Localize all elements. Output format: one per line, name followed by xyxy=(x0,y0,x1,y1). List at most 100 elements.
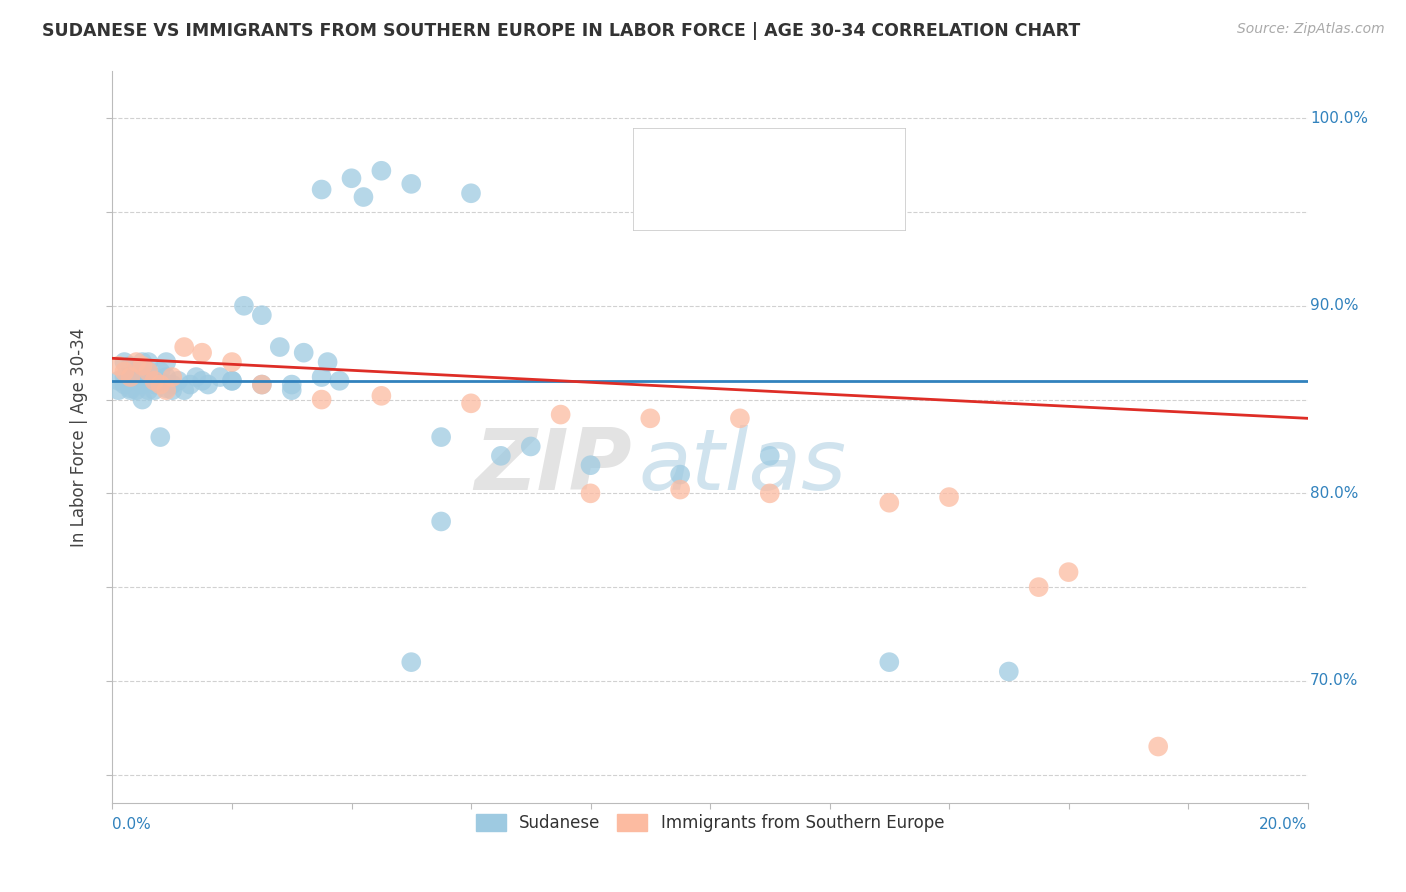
Legend: Sudanese, Immigrants from Southern Europe: Sudanese, Immigrants from Southern Europ… xyxy=(470,807,950,838)
Text: 20.0%: 20.0% xyxy=(1260,817,1308,832)
Text: R =: R = xyxy=(693,194,727,210)
Point xyxy=(191,345,214,359)
Point xyxy=(250,377,273,392)
Point xyxy=(143,377,166,392)
Point xyxy=(209,370,232,384)
Point xyxy=(430,430,453,444)
Point xyxy=(197,377,219,392)
Point xyxy=(879,655,901,669)
Point xyxy=(669,467,692,482)
Point xyxy=(550,408,572,422)
Y-axis label: In Labor Force | Age 30-34: In Labor Force | Age 30-34 xyxy=(70,327,89,547)
Point xyxy=(311,392,333,407)
Point xyxy=(311,182,333,196)
Point xyxy=(401,655,423,669)
Point xyxy=(131,370,153,384)
Text: N = 66: N = 66 xyxy=(803,149,856,164)
Point xyxy=(329,374,352,388)
Point xyxy=(114,364,135,378)
Point xyxy=(114,377,135,392)
Point xyxy=(120,381,142,395)
FancyBboxPatch shape xyxy=(644,187,682,216)
Point xyxy=(131,392,153,407)
Point xyxy=(221,374,243,388)
Point xyxy=(818,186,841,201)
Point xyxy=(120,370,142,384)
Point xyxy=(1057,565,1080,579)
Point xyxy=(143,370,166,384)
Point xyxy=(107,359,129,373)
Point xyxy=(138,364,160,378)
Point xyxy=(131,359,153,373)
Point xyxy=(149,377,172,392)
Point xyxy=(138,374,160,388)
Point xyxy=(125,355,148,369)
Point xyxy=(281,377,304,392)
Point xyxy=(143,383,166,397)
Point xyxy=(138,383,160,397)
Point xyxy=(173,340,195,354)
Point xyxy=(162,377,183,392)
Point xyxy=(998,665,1021,679)
Text: 70.0%: 70.0% xyxy=(1310,673,1358,689)
Point xyxy=(120,383,142,397)
Text: -0.120: -0.120 xyxy=(728,194,783,210)
Point xyxy=(114,355,135,369)
Point xyxy=(1147,739,1170,754)
Point xyxy=(179,377,201,392)
FancyBboxPatch shape xyxy=(644,142,682,171)
Point xyxy=(138,364,160,378)
Point xyxy=(759,486,782,500)
Text: SUDANESE VS IMMIGRANTS FROM SOUTHERN EUROPE IN LABOR FORCE | AGE 30-34 CORRELATI: SUDANESE VS IMMIGRANTS FROM SOUTHERN EUR… xyxy=(42,22,1080,40)
Point xyxy=(125,364,148,378)
Text: Source: ZipAtlas.com: Source: ZipAtlas.com xyxy=(1237,22,1385,37)
Point xyxy=(250,308,273,322)
Point xyxy=(340,171,363,186)
Point xyxy=(728,411,751,425)
Point xyxy=(167,374,190,388)
Point xyxy=(155,370,177,384)
Text: -0.002: -0.002 xyxy=(728,149,783,164)
Point xyxy=(149,374,172,388)
Point xyxy=(155,381,177,395)
Point xyxy=(269,340,291,354)
Point xyxy=(155,355,177,369)
Point xyxy=(125,374,148,388)
Point xyxy=(579,486,602,500)
Point xyxy=(162,383,183,397)
Text: atlas: atlas xyxy=(638,425,846,508)
Point xyxy=(640,411,662,425)
Point xyxy=(186,370,208,384)
Point xyxy=(155,383,177,397)
Text: 90.0%: 90.0% xyxy=(1310,298,1358,313)
Point xyxy=(107,383,129,397)
Text: N = 29: N = 29 xyxy=(803,194,855,210)
Point xyxy=(669,483,692,497)
Point xyxy=(489,449,512,463)
Text: ZIP: ZIP xyxy=(475,425,633,508)
Point xyxy=(173,383,195,397)
Point xyxy=(131,355,153,369)
Point xyxy=(107,374,129,388)
Point xyxy=(281,383,304,397)
Point xyxy=(938,490,960,504)
Point xyxy=(311,370,333,384)
Point xyxy=(162,370,183,384)
Point xyxy=(520,440,543,454)
Point xyxy=(316,355,339,369)
Point xyxy=(430,515,453,529)
Point xyxy=(579,458,602,473)
Point xyxy=(149,430,172,444)
Point xyxy=(353,190,375,204)
Point xyxy=(370,163,392,178)
Point xyxy=(221,355,243,369)
Point xyxy=(114,370,135,384)
Point xyxy=(759,449,782,463)
Text: 100.0%: 100.0% xyxy=(1310,111,1368,126)
Text: 80.0%: 80.0% xyxy=(1310,486,1358,500)
Text: R =: R = xyxy=(693,149,727,164)
Point xyxy=(370,389,392,403)
Point xyxy=(191,374,214,388)
Point xyxy=(221,374,243,388)
Point xyxy=(143,374,166,388)
